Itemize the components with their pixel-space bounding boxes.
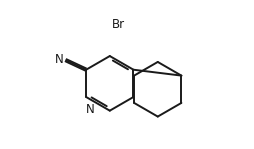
Text: N: N [55,53,64,66]
Text: Br: Br [112,18,125,31]
Text: N: N [85,103,94,116]
